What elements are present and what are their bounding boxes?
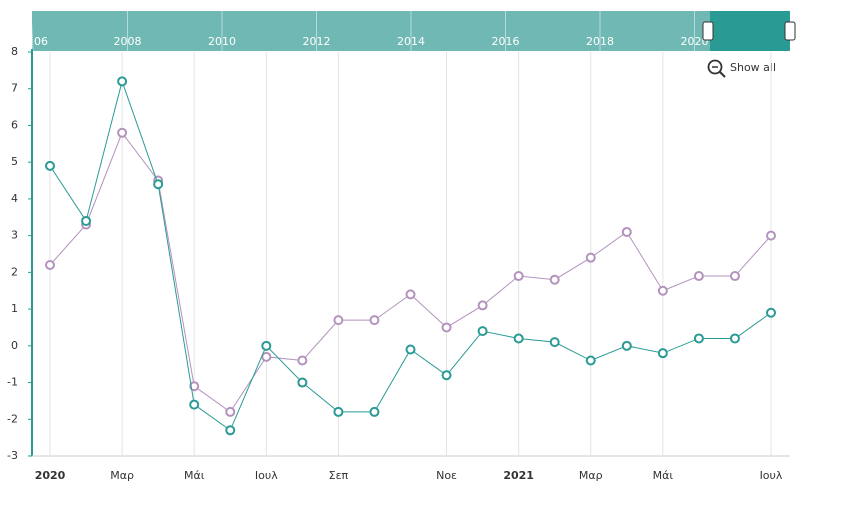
x-tick-label: Νοε bbox=[436, 469, 457, 482]
point bbox=[657, 348, 668, 359]
y-tick-label: -3 bbox=[7, 449, 18, 462]
point bbox=[657, 285, 668, 296]
point bbox=[45, 260, 55, 271]
point bbox=[621, 340, 632, 351]
point bbox=[766, 230, 776, 241]
point bbox=[189, 399, 200, 410]
y-tick-label: 4 bbox=[11, 192, 18, 205]
point bbox=[225, 425, 236, 436]
point bbox=[621, 226, 632, 237]
point bbox=[333, 406, 344, 417]
y-tick-label: 8 bbox=[11, 45, 18, 58]
y-tick-label: -1 bbox=[7, 376, 18, 389]
point bbox=[117, 127, 128, 138]
point bbox=[189, 381, 200, 392]
point bbox=[153, 179, 164, 190]
zoom-icon bbox=[719, 71, 726, 78]
navigator-label: 2020 bbox=[681, 35, 709, 48]
y-tick-label: 5 bbox=[11, 155, 18, 168]
navigator-handle[interactable] bbox=[784, 21, 796, 41]
y-tick-label: 3 bbox=[11, 229, 18, 242]
point bbox=[441, 370, 452, 381]
navigator-window[interactable] bbox=[710, 11, 790, 51]
point bbox=[261, 351, 272, 362]
navigator-label: 2012 bbox=[303, 35, 331, 48]
navigator-handle[interactable] bbox=[702, 21, 714, 41]
point bbox=[225, 406, 236, 417]
x-tick-label: Μαρ bbox=[110, 469, 134, 482]
point bbox=[693, 333, 704, 344]
zoom-icon bbox=[707, 59, 723, 75]
point bbox=[549, 274, 560, 285]
point bbox=[369, 315, 380, 326]
point bbox=[513, 271, 524, 282]
point bbox=[297, 355, 308, 366]
x-tick-label: Μαρ bbox=[579, 469, 603, 482]
x-tick-label: Μάι bbox=[653, 469, 674, 482]
x-tick-label: Ιουλ bbox=[255, 469, 278, 482]
point bbox=[729, 271, 740, 282]
point bbox=[441, 322, 452, 333]
point bbox=[766, 307, 776, 318]
point bbox=[297, 377, 308, 388]
x-tick-label: 2021 bbox=[503, 469, 534, 482]
navigator-label: 2016 bbox=[492, 35, 520, 48]
point bbox=[261, 340, 272, 351]
point bbox=[513, 333, 524, 344]
point bbox=[549, 337, 560, 348]
x-tick-label: Ιουλ bbox=[760, 469, 783, 482]
point bbox=[45, 160, 55, 171]
point bbox=[729, 333, 740, 344]
x-tick-label: 2020 bbox=[35, 469, 66, 482]
navigator-label: 2010 bbox=[208, 35, 236, 48]
navigator-label: 2018 bbox=[586, 35, 614, 48]
point bbox=[693, 271, 704, 282]
point bbox=[405, 289, 416, 300]
point bbox=[369, 406, 380, 417]
y-tick-label: 7 bbox=[11, 82, 18, 95]
point bbox=[81, 215, 92, 226]
navigator-labels: 06 2008 2010 2012 2014 2016 2018 2020 bbox=[30, 10, 709, 52]
y-tick-label: -2 bbox=[7, 412, 18, 425]
button-label[interactable]: Show all bbox=[730, 61, 776, 74]
show-all-button[interactable]: Show all bbox=[707, 59, 777, 78]
navigator-label: 2014 bbox=[397, 35, 425, 48]
point bbox=[405, 344, 416, 355]
y-tick-label: 1 bbox=[11, 302, 18, 315]
x-tick-label: Μάι bbox=[184, 469, 205, 482]
point bbox=[117, 76, 128, 87]
point bbox=[477, 300, 488, 311]
navigator-grid bbox=[30, 10, 34, 52]
point bbox=[333, 315, 344, 326]
x-tick-label: Σεπ bbox=[329, 469, 349, 482]
point bbox=[585, 355, 596, 366]
navigator-label: 06 bbox=[34, 35, 48, 48]
navigator-label: 2008 bbox=[114, 35, 142, 48]
point bbox=[585, 252, 596, 263]
y-tick-label: 0 bbox=[11, 339, 18, 352]
point bbox=[477, 326, 488, 337]
y-tick-label: 6 bbox=[11, 118, 18, 131]
y-tick-label: 2 bbox=[11, 265, 18, 278]
